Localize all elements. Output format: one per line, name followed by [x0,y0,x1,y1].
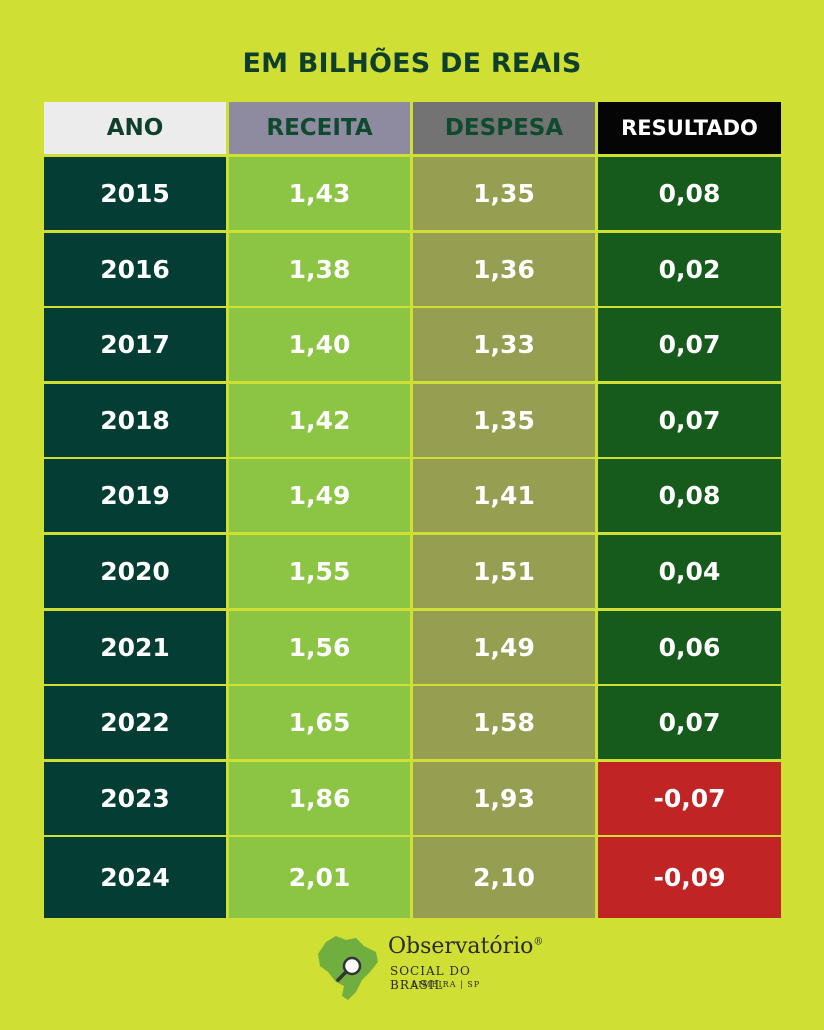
cell-ano: 2016 [44,233,226,306]
cell-receita: 1,56 [229,611,410,684]
cell-ano: 2018 [44,384,226,457]
cell-resultado: 0,07 [598,308,781,381]
cell-resultado: 0,02 [598,233,781,306]
page-title: EM BILHÕES DE REAIS [242,48,582,79]
cell-ano: 2019 [44,459,226,532]
cell-despesa: 1,51 [413,535,595,608]
logo-name-text: Observatório [388,934,534,959]
cell-resultado: 0,08 [598,157,781,230]
cell-despesa: 1,49 [413,611,595,684]
cell-despesa: 1,58 [413,686,595,759]
cell-receita: 1,86 [229,762,410,835]
header-despesa: DESPESA [413,102,595,154]
cell-resultado: 0,06 [598,611,781,684]
observatorio-logo: Observatório® SOCIAL DO BRASIL LIMEIRA |… [312,932,543,1004]
registered-mark: ® [533,936,544,948]
cell-despesa: 1,35 [413,384,595,457]
cell-receita: 1,65 [229,686,410,759]
cell-despesa: 1,36 [413,233,595,306]
cell-receita: 2,01 [229,837,410,918]
cell-resultado: 0,04 [598,535,781,608]
cell-ano: 2022 [44,686,226,759]
brazil-map-magnifier-icon [318,936,378,1000]
logo-subtitle: SOCIAL DO BRASIL [390,964,471,992]
cell-receita: 1,38 [229,233,410,306]
cell-receita: 1,42 [229,384,410,457]
cell-despesa: 1,33 [413,308,595,381]
logo-name: Observatório® [388,934,543,959]
cell-despesa: 2,10 [413,837,595,918]
cell-despesa: 1,93 [413,762,595,835]
cell-receita: 1,49 [229,459,410,532]
cell-receita: 1,43 [229,157,410,230]
cell-resultado: 0,07 [598,686,781,759]
logo-location: LIMEIRA | SP [412,980,481,989]
header-ano: ANO [44,102,226,154]
data-table: ANO RECEITA DESPESA RESULTADO 2015 1,43 1,… [44,102,781,918]
header-receita: RECEITA [229,102,410,154]
cell-resultado: -0,07 [598,762,781,835]
cell-despesa: 1,35 [413,157,595,230]
cell-ano: 2021 [44,611,226,684]
cell-despesa: 1,41 [413,459,595,532]
cell-ano: 2020 [44,535,226,608]
cell-resultado: 0,07 [598,384,781,457]
cell-ano: 2015 [44,157,226,230]
cell-ano: 2017 [44,308,226,381]
cell-receita: 1,55 [229,535,410,608]
cell-ano: 2024 [44,837,226,918]
cell-ano: 2023 [44,762,226,835]
header-resultado: RESULTADO [598,102,781,154]
cell-resultado: -0,09 [598,837,781,918]
cell-receita: 1,40 [229,308,410,381]
cell-resultado: 0,08 [598,459,781,532]
